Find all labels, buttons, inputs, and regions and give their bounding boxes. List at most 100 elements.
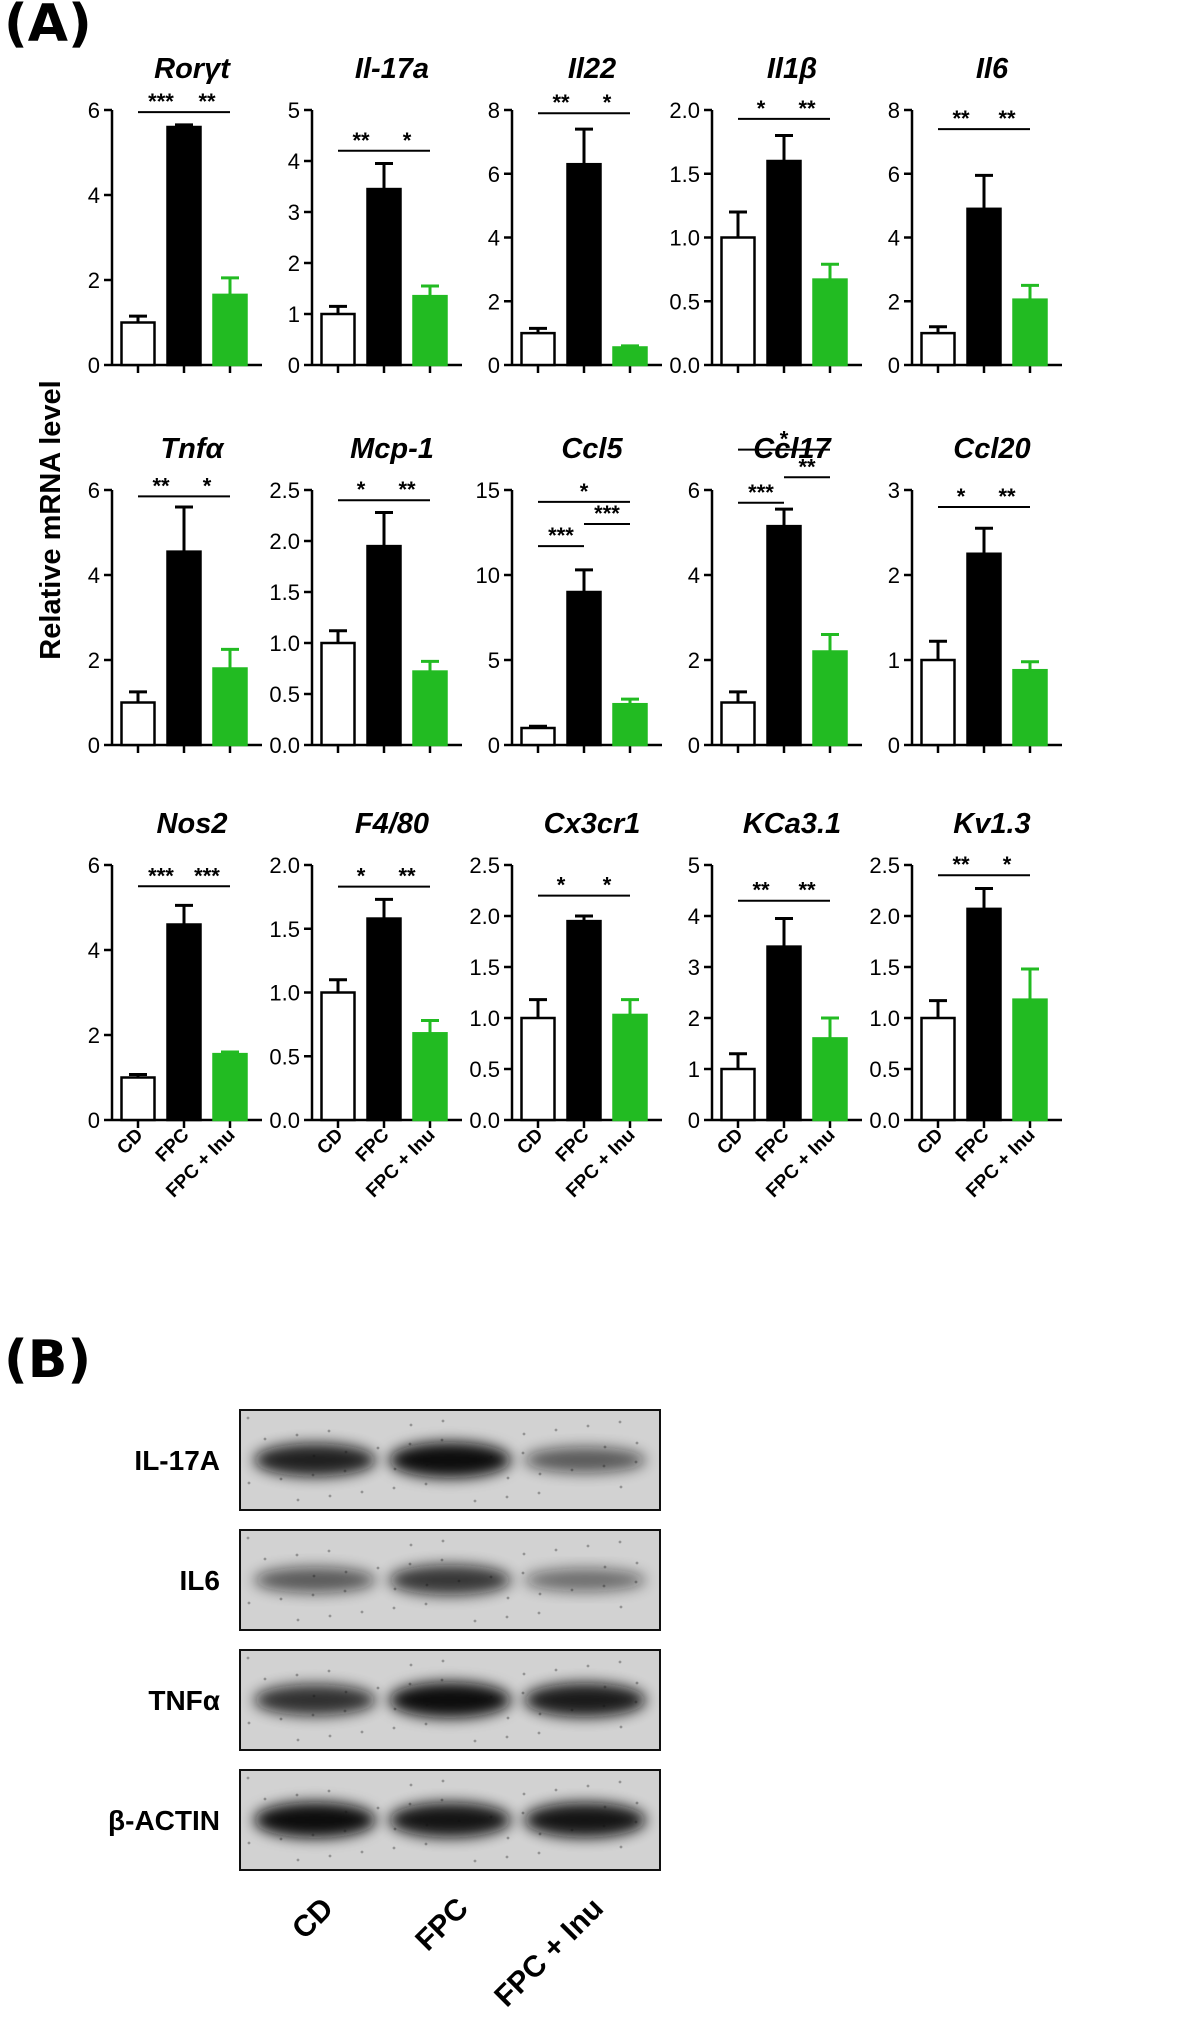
y-tick-label: 0 — [488, 353, 500, 378]
bar-cd — [120, 1076, 156, 1122]
y-tick-label: 2.0 — [869, 904, 900, 929]
significance-label: * — [957, 484, 966, 509]
blot-speckle — [441, 1659, 445, 1663]
y-tick-label: 1.5 — [269, 917, 300, 942]
chart-title: Cx3cr1 — [544, 808, 641, 840]
y-tick-label: 2 — [88, 648, 100, 673]
significance-label: ** — [998, 106, 1016, 131]
blot-speckle — [408, 1562, 412, 1566]
bar-fpc-inu — [812, 278, 848, 367]
y-tick-label: 6 — [88, 478, 100, 503]
blot-speckle — [440, 1798, 444, 1802]
significance-label: *** — [748, 480, 774, 505]
y-tick-label: 0.0 — [469, 1108, 500, 1133]
y-tick-label: 5 — [688, 853, 700, 878]
y-tick-label: 0.5 — [269, 1044, 300, 1069]
y-tick-label: 3 — [288, 200, 300, 225]
y-tick-label: 6 — [688, 478, 700, 503]
blot-speckle — [521, 1571, 525, 1575]
blot-speckle — [247, 1841, 251, 1845]
y-tick-label: 0.5 — [669, 289, 700, 314]
chart-6: Mcp-10.00.51.01.52.02.5 * ** — [269, 433, 462, 758]
significance-label: * — [603, 873, 612, 898]
y-tick-label: 3 — [688, 955, 700, 980]
chart-title: Tnfα — [160, 433, 224, 465]
significance-label: * — [580, 479, 589, 504]
significance-label: ** — [352, 128, 370, 153]
blot-speckle — [537, 1491, 541, 1495]
y-tick-label: 4 — [88, 183, 100, 208]
panel-a-label: (A) — [4, 0, 92, 54]
blot-speckle — [619, 1605, 623, 1609]
blot-speckle — [408, 1442, 412, 1446]
chart-title: Ccl5 — [561, 433, 623, 465]
blot-speckle — [506, 1596, 510, 1600]
y-tick-label: 6 — [888, 162, 900, 187]
blot-band — [524, 1802, 646, 1838]
bar-fpc — [566, 162, 602, 367]
y-tick-label: 4 — [688, 563, 700, 588]
blot-speckle — [424, 1602, 428, 1606]
x-tick-label: CD — [513, 1125, 547, 1159]
blot-speckle — [537, 1851, 541, 1855]
bar-fpc — [766, 524, 802, 747]
y-tick-label: 2.0 — [269, 853, 300, 878]
blot-speckle — [538, 1832, 542, 1836]
blot-lane-label: FPC — [409, 1892, 475, 1958]
y-tick-label: 8 — [488, 98, 500, 123]
y-axis-title: Relative mRNA level — [35, 380, 67, 659]
bar-fpc — [766, 945, 802, 1122]
blot-speckle — [392, 1846, 396, 1850]
y-tick-label: 5 — [488, 648, 500, 673]
chart-title: Nos2 — [157, 808, 228, 840]
blot-speckle — [506, 1836, 510, 1840]
blot-speckle — [247, 1601, 251, 1605]
bar-fpc — [966, 907, 1002, 1122]
x-tick-label: FPC — [352, 1124, 394, 1166]
blot-speckle — [505, 1615, 509, 1619]
blot-band — [389, 1802, 511, 1838]
significance-label: *** — [594, 501, 620, 526]
significance-label: ** — [198, 89, 216, 114]
y-tick-label: 4 — [88, 563, 100, 588]
bar-fpc — [566, 590, 602, 747]
blot-speckle — [247, 1721, 251, 1725]
blot-speckle — [619, 1725, 623, 1729]
significance-label: * — [357, 864, 366, 889]
y-tick-label: 1.0 — [269, 981, 300, 1006]
y-tick-label: 2 — [488, 289, 500, 314]
blot-speckle — [635, 1681, 639, 1685]
bar-fpc — [966, 207, 1002, 367]
panel-b-label: (B) — [4, 1330, 92, 1390]
x-tick-label: CD — [713, 1125, 747, 1159]
bar-cd — [320, 991, 356, 1122]
bar-fpc — [366, 917, 402, 1122]
chart-title: Ccl20 — [953, 433, 1030, 465]
blot-speckle — [554, 1548, 558, 1552]
blot-speckle — [376, 1446, 380, 1450]
significance-label: ** — [152, 473, 170, 498]
y-tick-label: 0 — [688, 733, 700, 758]
blot-speckle — [522, 1792, 526, 1796]
blot-speckle — [263, 1677, 267, 1681]
significance-label: * — [557, 873, 566, 898]
y-tick-label: 0.0 — [869, 1108, 900, 1133]
y-tick-label: 1.0 — [869, 1006, 900, 1031]
blot-speckle — [521, 1691, 525, 1695]
blot-row-1: IL6 — [180, 1529, 661, 1631]
y-tick-label: 2.0 — [469, 904, 500, 929]
bar-cd — [520, 331, 556, 367]
y-tick-label: 0.0 — [269, 1108, 300, 1133]
blot-speckle — [296, 1498, 300, 1502]
blot-speckle — [586, 1544, 590, 1548]
blot-speckle — [424, 1722, 428, 1726]
y-tick-label: 0 — [88, 733, 100, 758]
blot-band — [524, 1446, 646, 1474]
blot-speckle — [246, 1776, 250, 1780]
y-tick-label: 1.5 — [269, 580, 300, 605]
blot-speckle — [327, 1789, 331, 1793]
blot-band — [254, 1566, 376, 1594]
significance-label: ** — [798, 454, 816, 479]
